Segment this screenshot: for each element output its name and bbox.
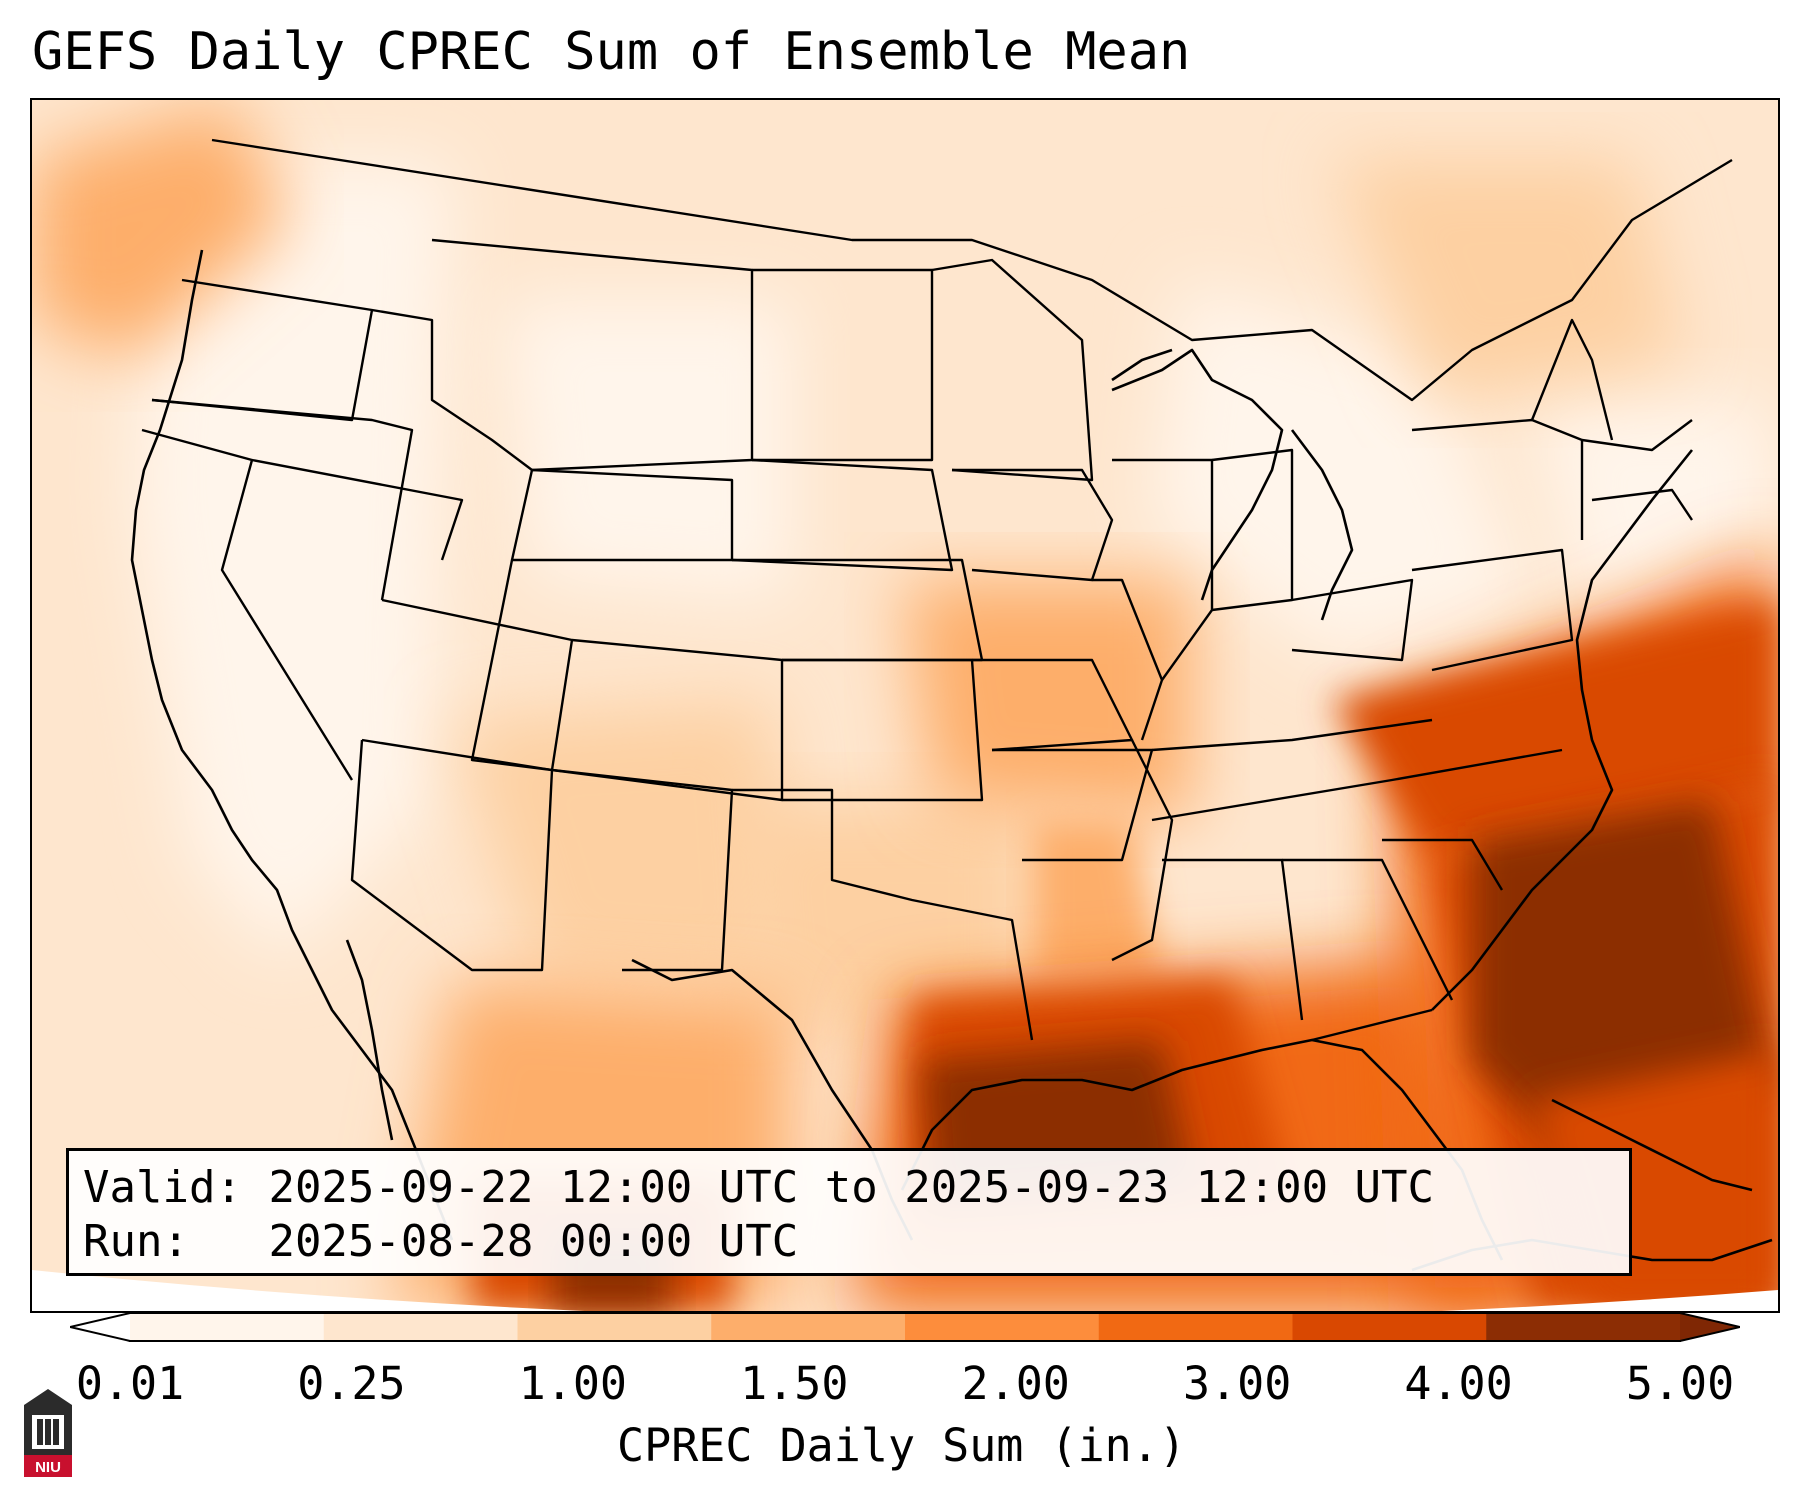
run-label: Run: bbox=[83, 1216, 189, 1267]
precipitation-map bbox=[32, 100, 1778, 1311]
run-time: 2025-08-28 00:00 UTC bbox=[268, 1216, 799, 1267]
colorbar-extend-under bbox=[70, 1313, 130, 1341]
state-borders bbox=[141, 138, 1733, 1042]
colorbar-segment bbox=[517, 1313, 712, 1341]
colorbar bbox=[70, 1312, 1740, 1342]
map-panel bbox=[30, 98, 1780, 1313]
colorbar-tick-label: 1.00 bbox=[518, 1357, 628, 1410]
colorbar-segment bbox=[1486, 1313, 1681, 1341]
colorbar-segments bbox=[70, 1313, 1740, 1342]
colorbar-segment bbox=[1292, 1313, 1487, 1341]
colorbar-tick-label: 2.00 bbox=[961, 1357, 1070, 1410]
colorbar-tick-label: 3.00 bbox=[1182, 1357, 1292, 1410]
colorbar-segment bbox=[711, 1313, 906, 1341]
colorbar-tick-label: 4.00 bbox=[1404, 1357, 1513, 1410]
colorbar-segment bbox=[130, 1313, 325, 1341]
colorbar-segment bbox=[905, 1313, 1100, 1341]
valid-run-info-box: Valid: 2025-09-22 12:00 UTC to 2025-09-2… bbox=[66, 1148, 1632, 1276]
chart-title: GEFS Daily CPREC Sum of Ensemble Mean bbox=[32, 22, 1191, 82]
colorbar-tick-label: 0.25 bbox=[297, 1357, 406, 1410]
colorbar-tick-label: 1.50 bbox=[740, 1357, 849, 1410]
colorbar-extend-over bbox=[1680, 1313, 1740, 1341]
colorbar-segment bbox=[323, 1313, 518, 1341]
valid-label: Valid: bbox=[83, 1162, 242, 1213]
niu-logo: NIU bbox=[24, 1389, 72, 1477]
colorbar-outline bbox=[70, 1312, 1740, 1342]
valid-time-range: 2025-09-22 12:00 UTC to 2025-09-23 12:00… bbox=[268, 1162, 1435, 1213]
logo-text: NIU bbox=[35, 1459, 61, 1476]
colorbar-segment bbox=[1098, 1313, 1293, 1341]
colorbar-label: CPREC Daily Sum (in.) bbox=[617, 1419, 1186, 1472]
colorbar-tick-label: 0.01 bbox=[75, 1357, 185, 1410]
projection-edge bbox=[32, 1270, 1778, 1311]
colorbar-tick-label: 5.00 bbox=[1625, 1357, 1735, 1410]
